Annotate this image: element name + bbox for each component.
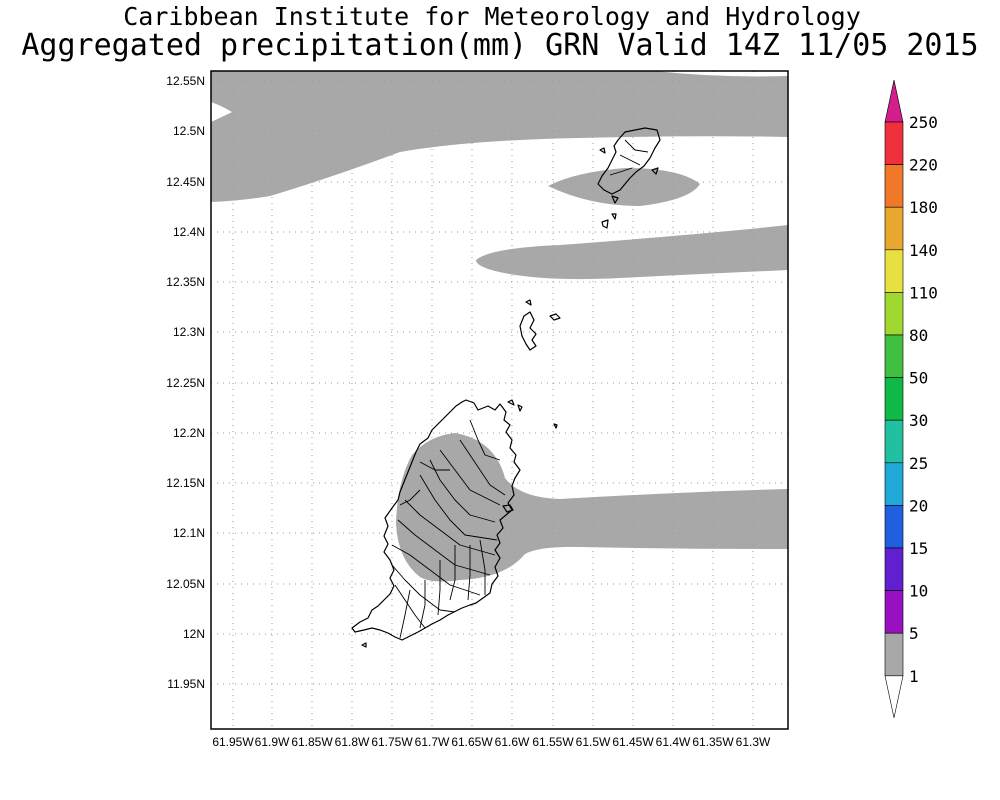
x-tick-label: 61.5W [576,735,611,749]
y-tick-label: 12N [183,627,205,641]
title-line-1: Caribbean Institute for Meteorology and … [123,2,861,31]
legend-swatch [884,206,904,251]
legend-swatch [884,377,904,421]
y-tick-label: 12.3N [173,325,205,339]
legend-swatch [884,632,904,677]
legend-swatch [884,590,904,634]
legend-label: 50 [909,369,928,388]
y-tick-label: 11.95N [167,677,205,691]
rain-area-carriacou [548,168,700,206]
legend-label: 25 [909,454,928,473]
legend-cap-bottom [884,675,904,718]
legend-label: 1 [909,667,919,686]
legend-label: 5 [909,624,919,643]
carriacou-island [597,127,661,195]
rain-area-grenada [396,433,788,582]
legend-label: 180 [909,198,938,217]
y-tick-label: 12.4N [173,225,205,239]
x-tick-label: 61.55W [532,735,574,749]
rain-area-north-band [211,71,788,202]
x-tick-label: 61.35W [692,735,734,749]
legend-cap-top [884,79,904,123]
legend-swatch [884,419,904,464]
legend-swatch [884,547,904,591]
y-tick-label: 12.2N [173,426,205,440]
legend-label: 140 [909,241,938,260]
legend-label: 10 [909,582,928,601]
x-tick-label: 61.4W [656,735,691,749]
x-tick-label: 61.65W [451,735,493,749]
legend-swatch [884,121,904,165]
legend-label: 80 [909,326,928,345]
legend-label: 15 [909,539,928,558]
y-tick-label: 12.35N [166,275,205,289]
color-legend: 250 220 180 140 110 80 50 30 25 20 15 10 5 1 [884,79,938,718]
legend-label: 220 [909,156,938,175]
y-tick-label: 12.1N [173,526,205,540]
x-tick-label: 61.6W [495,735,530,749]
coastlines [351,127,661,648]
grenada-island [351,399,521,641]
legend-swatch [884,505,904,549]
legend-label: 20 [909,496,928,515]
legend-label: 30 [909,411,928,430]
grid [211,71,788,729]
x-tick-label: 61.9W [255,735,290,749]
legend-swatch [884,164,904,208]
plot-frame [210,70,789,730]
ronde-island [519,311,537,351]
legend-swatch [884,292,904,336]
legend-label: 250 [909,113,938,132]
legend-swatch [884,334,904,378]
x-tick-label: 61.7W [415,735,450,749]
x-tick-label: 61.95W [212,735,254,749]
y-tick-label: 12.25N [166,376,205,390]
y-tick-label: 12.15N [166,476,205,490]
legend-swatch [884,249,904,293]
y-tick-label: 12.5N [173,124,205,138]
y-tick-label: 12.55N [166,74,205,88]
x-tick-label: 61.3W [736,735,771,749]
x-axis: 61.95W 61.9W 61.85W 61.8W 61.75W 61.7W 6… [212,735,771,749]
precipitation-layer [211,71,788,582]
x-tick-label: 61.75W [371,735,413,749]
legend-label: 110 [909,283,938,302]
legend-swatch [884,462,904,506]
y-axis: 12.55N 12.5N 12.45N 12.4N 12.35N 12.3N 1… [166,74,205,691]
x-tick-label: 61.8W [335,735,370,749]
x-tick-label: 61.45W [612,735,654,749]
y-tick-label: 12.05N [166,577,205,591]
y-tick-label: 12.45N [166,175,205,189]
title-line-2: Aggregated precipitation(mm) GRN Valid 1… [21,28,979,63]
x-tick-label: 61.85W [291,735,333,749]
rain-area-middle-band [476,225,788,280]
